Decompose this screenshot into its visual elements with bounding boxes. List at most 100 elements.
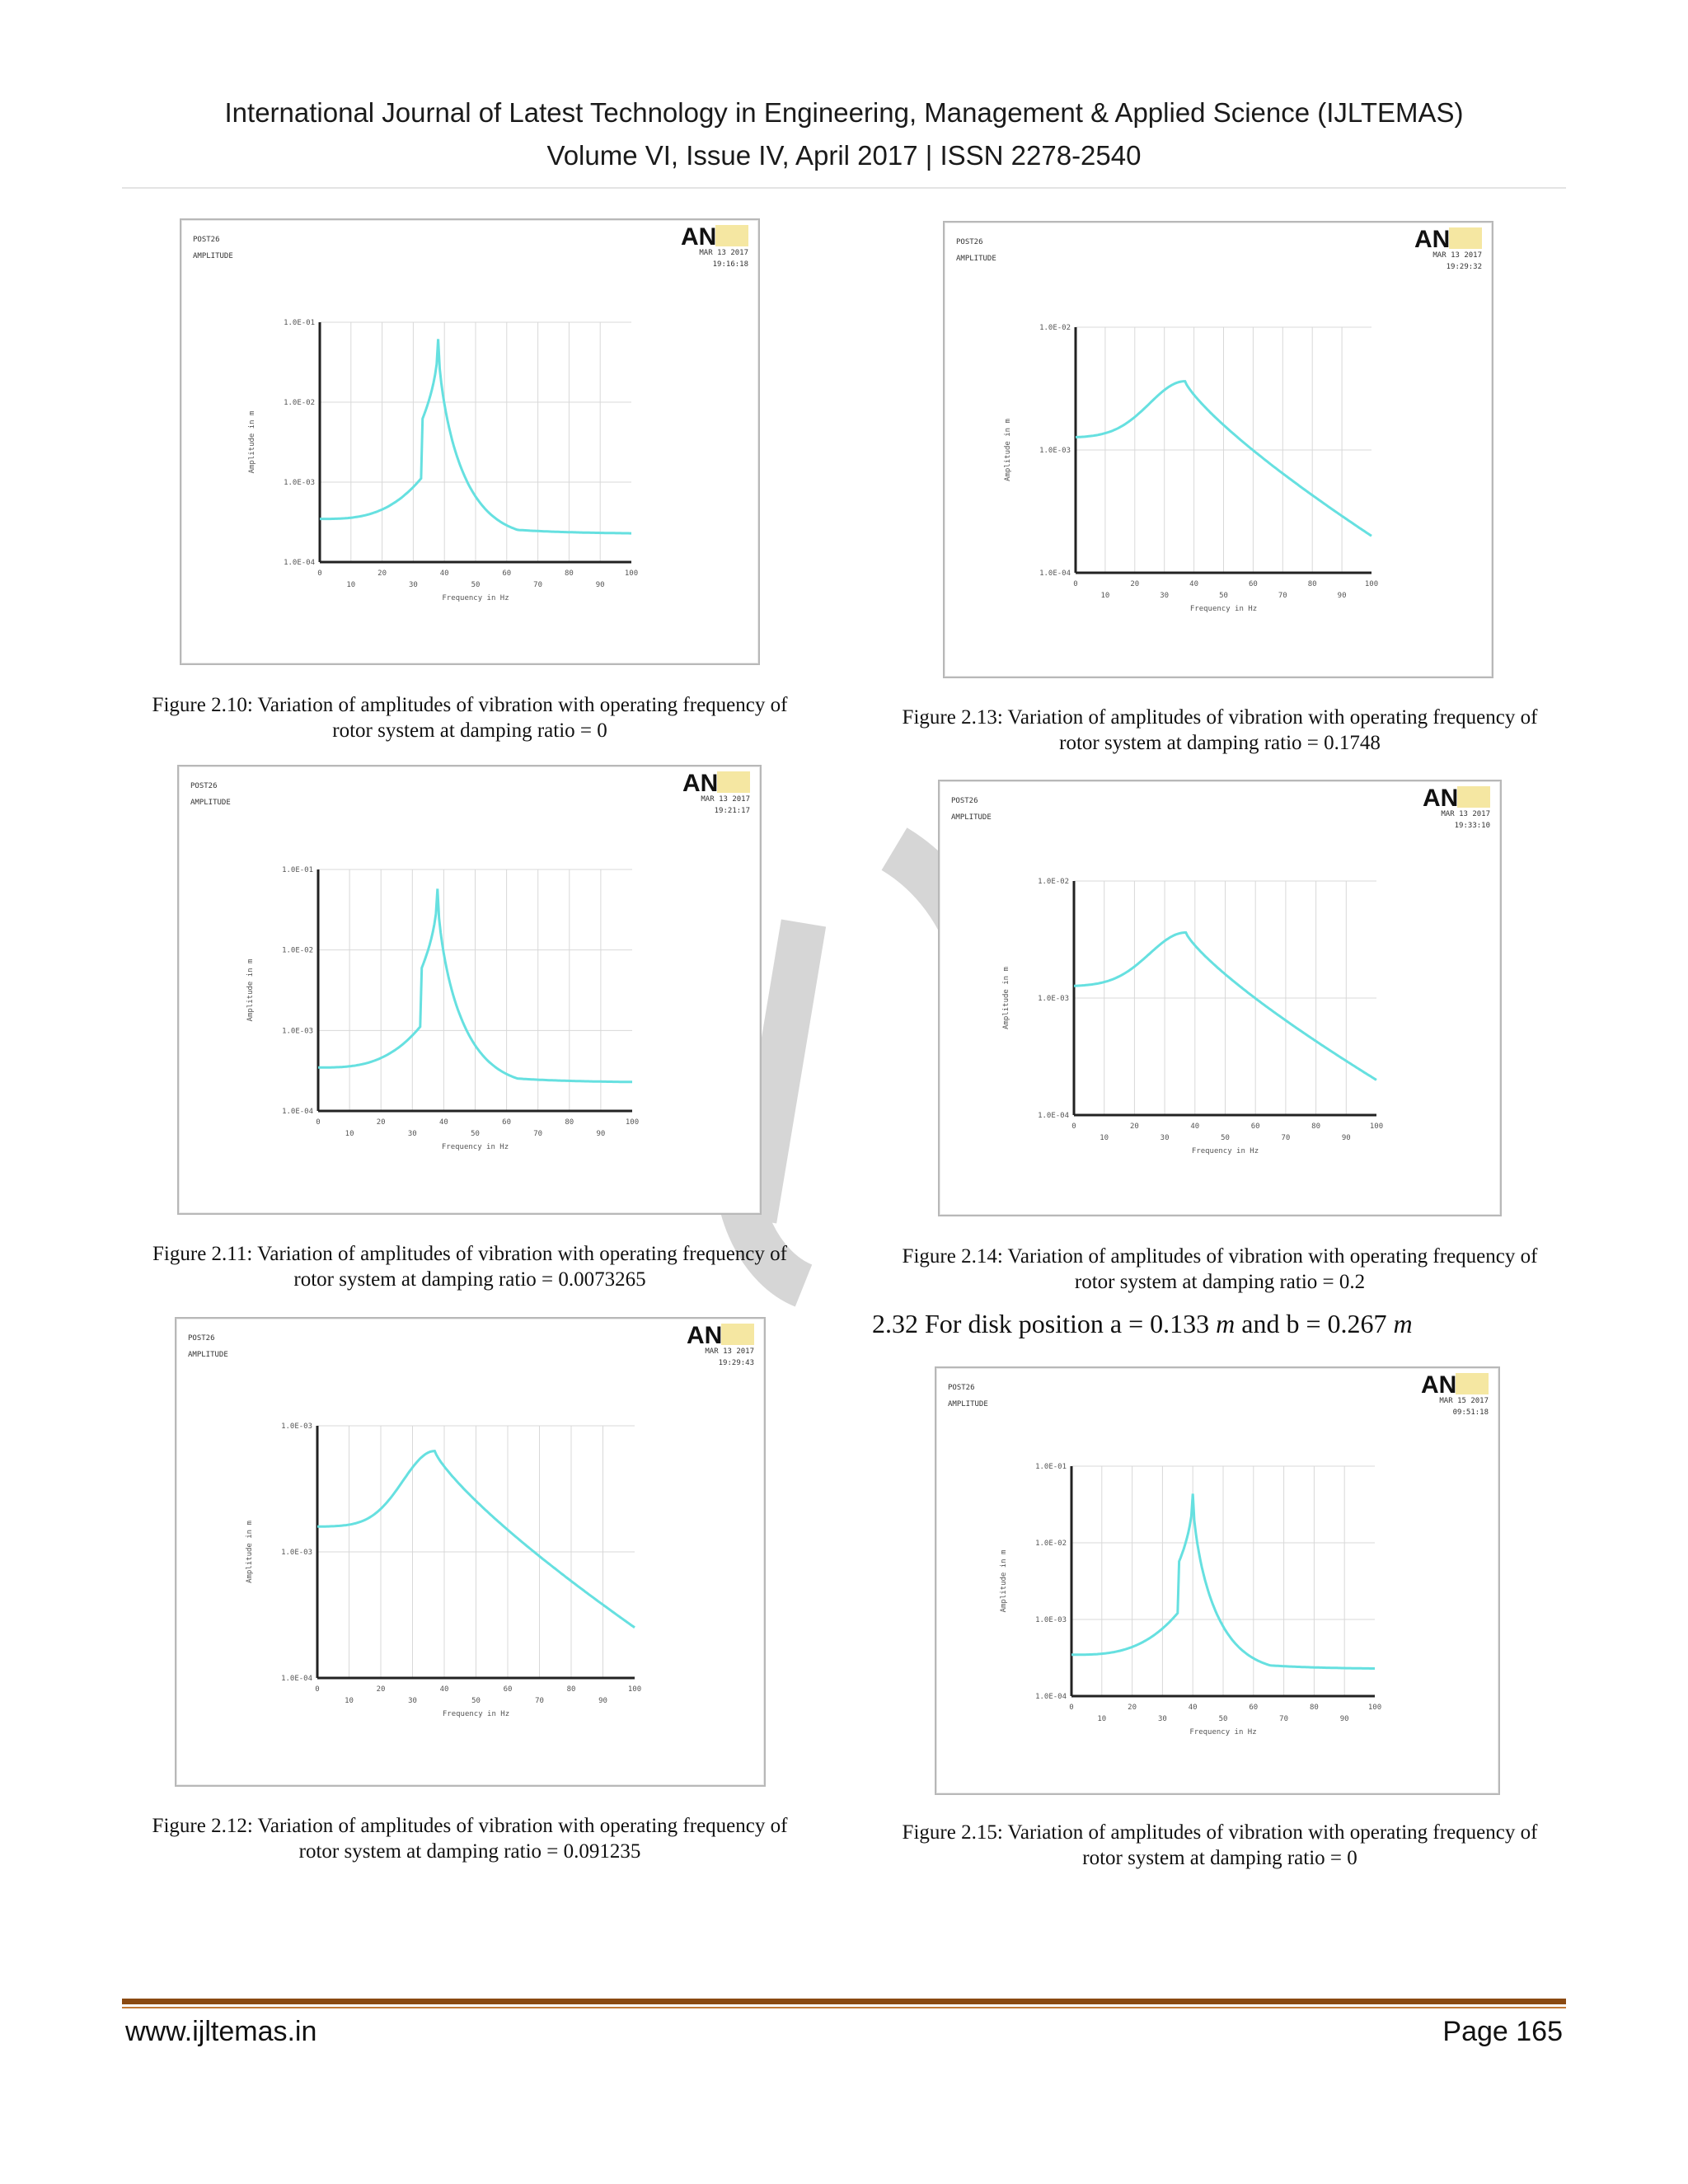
caption-line: Figure 2.12: Variation of amplitudes of … (152, 1815, 788, 1837)
x-tick-label: 10 (345, 1697, 354, 1705)
y-axis-label: Amplitude in m (1002, 967, 1010, 1029)
x-tick-label: 40 (1190, 1122, 1199, 1131)
figure-2-11-caption: Figure 2.11: Variation of amplitudes of … (115, 1241, 824, 1292)
ansys-logo-yellow (1457, 786, 1490, 808)
plot-canvas: POST26 AMPLITUDE MAR 13 2017 19:29:32 AN 1.0E… (956, 226, 1482, 613)
section-heading: 2.32 For disk position a = 0.133 m and b… (872, 1309, 1413, 1339)
caption-line: Figure 2.11: Variation of amplitudes of … (152, 1243, 787, 1265)
x-tick-label: 40 (440, 569, 449, 578)
x-tick-label: 80 (565, 1118, 574, 1127)
x-tick-label: 10 (1097, 1715, 1106, 1723)
x-tick-label: 10 (345, 1130, 354, 1138)
caption-line: Figure 2.13: Variation of amplitudes of … (902, 706, 1538, 729)
plot-time: 19:16:18 (713, 260, 748, 269)
y-tick-label: 1.0E-02 (1039, 324, 1071, 332)
header-divider (122, 187, 1566, 189)
x-tick-label: 30 (409, 581, 418, 589)
plot-date: MAR 15 2017 (1439, 1397, 1489, 1405)
y-axis-label: Amplitude in m (246, 1521, 254, 1583)
x-tick-label: 50 (1221, 1134, 1230, 1142)
figure-2-10-plot: POST26 AMPLITUDE MAR 13 2017 19:16:18 AN 1.0E… (180, 218, 760, 665)
x-tick-label: 70 (533, 1130, 542, 1138)
y-tick-label: 1.0E-03 (284, 479, 315, 487)
ansys-logo-yellow (1449, 227, 1482, 249)
x-tick-label: 100 (1368, 1704, 1381, 1712)
x-tick-label: 40 (439, 1118, 448, 1127)
x-tick-label: 30 (408, 1130, 417, 1138)
x-tick-label: 10 (1100, 592, 1109, 600)
plot-time: 19:29:32 (1447, 263, 1482, 271)
unit-a: m (1216, 1309, 1236, 1338)
y-tick-label: 1.0E-04 (1035, 1693, 1067, 1701)
y-tick-label: 1.0E-01 (282, 866, 313, 874)
x-tick-label: 90 (596, 1130, 605, 1138)
footer-rule (122, 1999, 1566, 2004)
y-tick-label: 1.0E-04 (1038, 1112, 1069, 1120)
x-tick-label: 90 (596, 581, 605, 589)
x-tick-label: 40 (1189, 580, 1198, 588)
figure-2-12-caption: Figure 2.12: Variation of amplitudes of … (115, 1813, 824, 1864)
y-tick-label: 1.0E-03 (1039, 447, 1071, 455)
x-tick-label: 60 (502, 1118, 511, 1127)
y-tick-label: 1.0E-03 (1038, 995, 1069, 1003)
x-tick-label: 80 (1310, 1704, 1319, 1712)
ansys-logo-yellow (1456, 1373, 1489, 1394)
unit-b: m (1393, 1309, 1413, 1338)
amplitude-curve (318, 888, 632, 1084)
footer-website: www.ijltemas.in (125, 2016, 317, 2047)
x-tick-label: 0 (1071, 1122, 1076, 1131)
plot-area: 1.0E-02 1.0E-03 1.0E-040 20 40 60 80 100 10 30 50 7… (1004, 324, 1378, 613)
x-tick-label: 70 (533, 581, 542, 589)
figure-2-13-plot: POST26 AMPLITUDE MAR 13 2017 19:29:32 AN 1.0E… (943, 221, 1493, 678)
plot-canvas: POST26 AMPLITUDE MAR 13 2017 19:33:10 AN 1.0E… (951, 785, 1490, 1155)
x-tick-label: 100 (1370, 1122, 1383, 1131)
y-tick-label: 1.0E-03 (282, 1027, 313, 1035)
caption-line: Figure 2.15: Variation of amplitudes of … (902, 1821, 1538, 1844)
journal-issue: Volume VI, Issue IV, April 2017 | ISSN 2… (546, 140, 1142, 171)
plot-canvas: POST26 AMPLITUDE MAR 15 2017 09:51:18 AN 1.0E… (948, 1371, 1489, 1736)
y-tick-label: 1.0E-03 (281, 1549, 312, 1557)
ansys-logo: AN (682, 770, 718, 797)
figure-2-15-caption: Figure 2.15: Variation of amplitudes of … (865, 1820, 1574, 1871)
figure-2-13-caption: Figure 2.13: Variation of amplitudes of … (865, 705, 1574, 756)
x-tick-label: 100 (628, 1685, 641, 1694)
caption-line: rotor system at damping ratio = 0.091235 (298, 1840, 641, 1863)
x-tick-label: 20 (1130, 580, 1139, 588)
figure-2-14-plot: POST26 AMPLITUDE MAR 13 2017 19:33:10 AN 1.0E… (938, 780, 1502, 1216)
x-axis-label: Frequency in Hz (443, 1710, 509, 1718)
caption-line: Figure 2.10: Variation of amplitudes of … (152, 694, 788, 716)
ansys-logo-yellow (721, 1324, 754, 1345)
y-tick-label: 1.0E-02 (282, 947, 313, 955)
amplitude-label: AMPLITUDE (188, 1351, 228, 1359)
y-tick-label: 1.0E-04 (282, 1108, 313, 1116)
post-label: POST26 (951, 797, 978, 805)
x-tick-label: 20 (377, 1685, 386, 1694)
plot-area: 1.0E-03 1.0E-03 1.0E-040 20 40 60 80 100 10 30 50 7… (246, 1422, 641, 1718)
amplitude-label: AMPLITUDE (190, 799, 231, 807)
x-tick-label: 0 (315, 1685, 319, 1694)
x-tick-label: 50 (471, 581, 481, 589)
post-label: POST26 (193, 236, 220, 244)
caption-line: rotor system at damping ratio = 0 (332, 719, 607, 742)
plot-time: 09:51:18 (1453, 1408, 1489, 1417)
figure-2-15-plot: POST26 AMPLITUDE MAR 15 2017 09:51:18 AN 1.0E… (935, 1366, 1500, 1795)
x-axis-label: Frequency in Hz (1192, 1147, 1259, 1155)
amplitude-label: AMPLITUDE (948, 1400, 988, 1408)
figure-2-14-caption: Figure 2.14: Variation of amplitudes of … (865, 1244, 1574, 1295)
x-tick-label: 40 (1189, 1704, 1198, 1712)
caption-line: rotor system at damping ratio = 0.2 (1074, 1271, 1366, 1293)
x-tick-label: 80 (1311, 1122, 1320, 1131)
amplitude-curve (1075, 380, 1372, 537)
x-tick-label: 80 (567, 1685, 576, 1694)
x-tick-label: 50 (1219, 1715, 1228, 1723)
plot-date: MAR 13 2017 (699, 249, 748, 257)
post-label: POST26 (190, 782, 218, 790)
x-tick-label: 0 (316, 1118, 320, 1127)
y-tick-label: 1.0E-02 (1038, 878, 1069, 886)
ansys-logo: AN (687, 1322, 722, 1349)
plot-date: MAR 13 2017 (1432, 251, 1482, 260)
amplitude-label: AMPLITUDE (956, 255, 996, 263)
plot-time: 19:29:43 (719, 1359, 754, 1367)
x-tick-label: 10 (1100, 1134, 1109, 1142)
y-axis-label: Amplitude in m (248, 411, 256, 474)
